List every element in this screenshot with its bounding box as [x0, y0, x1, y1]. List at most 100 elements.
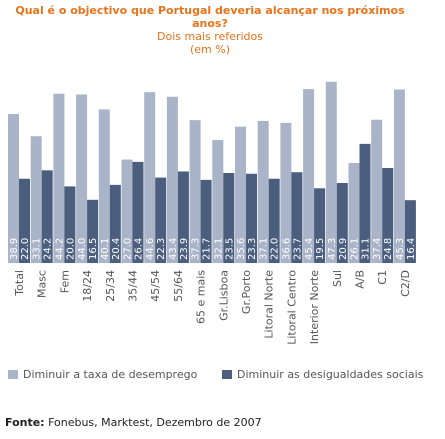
data-label-series-2-2: 20.0 — [65, 238, 76, 260]
x-tick-label-3: 18/24 — [81, 270, 94, 302]
data-label-series-1-1: 33.1 — [32, 238, 43, 260]
bar-series-2-14 — [336, 182, 348, 263]
bar-series-1-0 — [8, 114, 19, 263]
x-tick-label-14: Sul — [331, 270, 344, 287]
bar-series-1-13 — [303, 89, 315, 263]
bar-series-2-3 — [87, 199, 99, 263]
bar-series-1-17 — [393, 89, 405, 263]
data-label-series-2-8: 21.7 — [202, 238, 213, 260]
data-label-series-1-14: 47.3 — [327, 238, 338, 260]
bar-series-1-14 — [325, 81, 337, 263]
x-tick-label-0: Total — [13, 270, 26, 297]
x-tick-label-2: Fem — [58, 270, 71, 293]
bar-series-2-9 — [223, 172, 235, 263]
bar-series-2-0 — [19, 178, 30, 263]
bar-series-2-10 — [246, 173, 257, 263]
bar-series-2-6 — [155, 177, 167, 263]
bar-series-2-15 — [359, 143, 371, 263]
legend-swatch-series-1 — [8, 370, 18, 379]
bar-series-1-2 — [53, 93, 65, 264]
data-label-series-2-15: 31.1 — [361, 238, 372, 260]
bar-series-2-1 — [41, 170, 53, 263]
data-label-series-1-5: 27.0 — [123, 238, 134, 260]
data-label-series-1-6: 44.6 — [145, 238, 156, 260]
chart-title: Qual é o objectivo que Portugal deveria … — [15, 4, 405, 30]
x-tick-label-17: C2/D — [399, 270, 412, 297]
bar-series-1-6 — [144, 92, 156, 263]
data-label-series-2-9: 23.5 — [224, 238, 235, 260]
x-tick-labels: Total Masc Fem 18/24 25/34 35/44 45/54 55/64 65 … — [13, 270, 412, 345]
x-tick-label-13: Interior Norte — [308, 270, 321, 344]
source-label: Fonte: — [5, 416, 45, 429]
data-label-series-1-4: 40.1 — [100, 238, 111, 260]
x-tick-label-15: A/B — [354, 270, 367, 289]
bar-series-2-5 — [132, 161, 144, 263]
x-tick-label-12: Litoral Centro — [285, 270, 298, 345]
data-label-series-2-12: 23.7 — [292, 238, 303, 260]
source-text: Fonebus, Marktest, Dezembro de 2007 — [48, 416, 262, 429]
x-tick-label-1: Masc — [36, 270, 49, 298]
bars-group: 38.9 22.0 33.1 24.2 44.2 20.0 44.0 16.5 40.1 20.4… — [8, 81, 417, 264]
bar-series-1-4 — [98, 109, 110, 264]
x-tick-label-16: C1 — [376, 270, 389, 285]
bar-series-2-11 — [268, 178, 280, 263]
x-tick-label-7: 55/64 — [172, 270, 185, 302]
x-tick-label-11: Litoral Norte — [263, 270, 276, 339]
subtitle-text: Dois mais referidos — [157, 30, 263, 43]
data-label-series-2-16: 24.8 — [383, 238, 394, 260]
bar-series-1-7 — [166, 96, 178, 263]
x-tick-label-8: 65 e mais — [195, 270, 208, 324]
data-label-series-2-7: 23.9 — [179, 238, 190, 260]
data-label-series-1-11: 37.1 — [259, 238, 270, 260]
x-tick-label-5: 35/44 — [127, 270, 140, 302]
bar-series-1-5 — [121, 159, 133, 263]
bar-series-2-8 — [200, 179, 212, 263]
data-label-series-1-3: 44.0 — [77, 238, 88, 260]
data-label-series-2-0: 22.0 — [20, 238, 31, 260]
data-label-series-2-11: 22.0 — [270, 238, 281, 260]
bar-series-1-10 — [235, 126, 246, 263]
data-label-series-1-8: 37.3 — [191, 238, 202, 260]
data-label-series-2-14: 20.9 — [338, 238, 349, 260]
unit-text: (em %) — [189, 43, 230, 56]
data-label-series-1-10: 35.6 — [236, 238, 247, 260]
data-label-series-2-17: 16.4 — [406, 238, 417, 260]
x-tick-label-6: 45/54 — [149, 270, 162, 302]
bar-series-1-1 — [30, 136, 42, 263]
bar-series-2-13 — [314, 188, 326, 263]
bar-series-2-4 — [109, 184, 121, 263]
bar-series-2-7 — [177, 171, 189, 263]
x-tick-label-4: 25/34 — [104, 270, 117, 302]
bar-series-1-12 — [280, 122, 292, 264]
x-tick-label-9: Gr.Lisboa — [217, 270, 230, 321]
bar-series-1-15 — [348, 163, 360, 263]
bar-series-1-16 — [371, 119, 383, 264]
bar-series-1-11 — [257, 120, 269, 263]
bar-series-1-8 — [189, 120, 201, 264]
data-label-series-1-7: 43.4 — [168, 238, 179, 260]
chart-subtitle: Dois mais referidos (em %) — [0, 30, 420, 56]
data-label-series-2-5: 26.4 — [134, 238, 145, 260]
x-tick-label-10: Gr.Porto — [240, 270, 253, 314]
data-label-series-1-9: 32.1 — [213, 238, 224, 260]
data-label-series-1-17: 45.3 — [395, 238, 406, 260]
data-label-series-1-12: 36.6 — [281, 238, 292, 260]
legend-label-series-2: Diminuir as desigualdades sociais — [237, 368, 424, 381]
bar-series-2-12 — [291, 172, 303, 263]
data-label-series-2-6: 22.3 — [156, 238, 167, 260]
data-label-series-1-13: 45.4 — [304, 238, 315, 260]
legend-item-series-2: Diminuir as desigualdades sociais — [222, 368, 423, 381]
data-label-series-1-15: 26.1 — [350, 238, 361, 260]
bar-series-1-3 — [76, 94, 88, 263]
data-label-series-1-16: 37.4 — [372, 238, 383, 260]
data-label-series-2-10: 23.3 — [247, 238, 258, 260]
legend-swatch-series-2 — [222, 370, 232, 379]
legend-label-series-1: Diminuir a taxa de desemprego — [23, 368, 198, 381]
data-label-series-2-13: 19.5 — [315, 238, 326, 260]
data-label-series-2-4: 20.4 — [111, 238, 122, 260]
bar-series-1-9 — [212, 140, 224, 263]
bar-series-2-16 — [382, 168, 394, 263]
data-label-series-2-3: 16.5 — [88, 238, 99, 260]
legend-item-series-1: Diminuir a taxa de desemprego — [8, 368, 197, 381]
data-label-series-1-0: 38.9 — [9, 238, 20, 260]
